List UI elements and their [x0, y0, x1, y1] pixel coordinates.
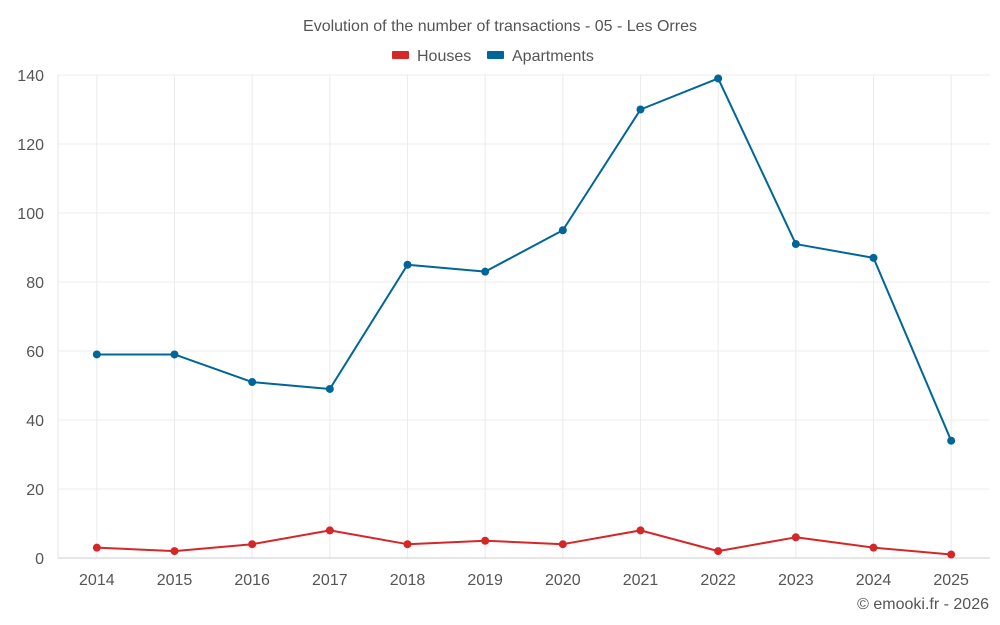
legend-label-houses[interactable]: Houses: [417, 48, 471, 65]
x-tick-label: 2016: [234, 572, 270, 589]
x-tick-label: 2021: [623, 572, 659, 589]
chart-title: Evolution of the number of transactions …: [303, 18, 697, 35]
grid: [58, 74, 990, 558]
data-point-houses: [325, 526, 334, 535]
legend-label-apartments[interactable]: Apartments: [512, 48, 594, 65]
data-point-apartments: [481, 267, 490, 276]
x-tick-label: 2015: [157, 572, 193, 589]
x-tick-label: 2024: [856, 572, 892, 589]
data-point-apartments: [170, 350, 179, 359]
data-point-apartments: [248, 378, 257, 387]
data-point-houses: [403, 540, 412, 549]
data-point-houses: [791, 533, 800, 542]
credit-text: © emooki.fr - 2026: [857, 596, 989, 613]
x-tick-label: 2018: [390, 572, 426, 589]
data-point-houses: [92, 543, 101, 552]
y-tick-label: 40: [26, 413, 44, 430]
y-tick-label: 20: [26, 482, 44, 499]
legend-swatch-houses: [392, 51, 409, 59]
y-tick-label: 140: [17, 68, 44, 85]
data-point-apartments: [325, 384, 334, 393]
series-layer: [92, 74, 956, 559]
data-point-apartments: [636, 105, 645, 114]
data-point-houses: [714, 547, 723, 556]
data-point-apartments: [791, 240, 800, 249]
x-tick-label: 2017: [312, 572, 348, 589]
data-point-houses: [248, 540, 257, 549]
data-point-houses: [947, 550, 956, 559]
x-tick-label: 2020: [545, 572, 581, 589]
y-tick-label: 80: [26, 275, 44, 292]
y-tick-label: 0: [35, 551, 44, 568]
data-point-apartments: [869, 253, 878, 262]
series-line-apartments: [96, 77, 953, 442]
legend: Houses Apartments: [392, 48, 594, 65]
axes: 0 20 40 60 80 100 120 140 2014 2015 2016 2017 2018 20…: [17, 68, 990, 589]
data-point-apartments: [558, 226, 567, 235]
data-point-houses: [558, 540, 567, 549]
data-point-houses: [170, 547, 179, 556]
data-point-apartments: [714, 74, 723, 83]
data-point-houses: [636, 526, 645, 535]
x-tick-label: 2023: [778, 572, 814, 589]
x-tick-label: 2025: [933, 572, 969, 589]
data-point-apartments: [403, 260, 412, 269]
x-tick-label: 2019: [467, 572, 503, 589]
data-point-houses: [869, 543, 878, 552]
data-point-apartments: [92, 350, 101, 359]
legend-swatch-apartments: [487, 51, 504, 59]
y-tick-label: 120: [17, 137, 44, 154]
data-point-houses: [481, 536, 490, 545]
y-tick-label: 60: [26, 344, 44, 361]
x-tick-label: 2022: [700, 572, 736, 589]
x-tick-label: 2014: [79, 572, 115, 589]
y-tick-label: 100: [17, 206, 44, 223]
data-point-apartments: [947, 436, 956, 445]
series-line-houses: [96, 529, 952, 556]
